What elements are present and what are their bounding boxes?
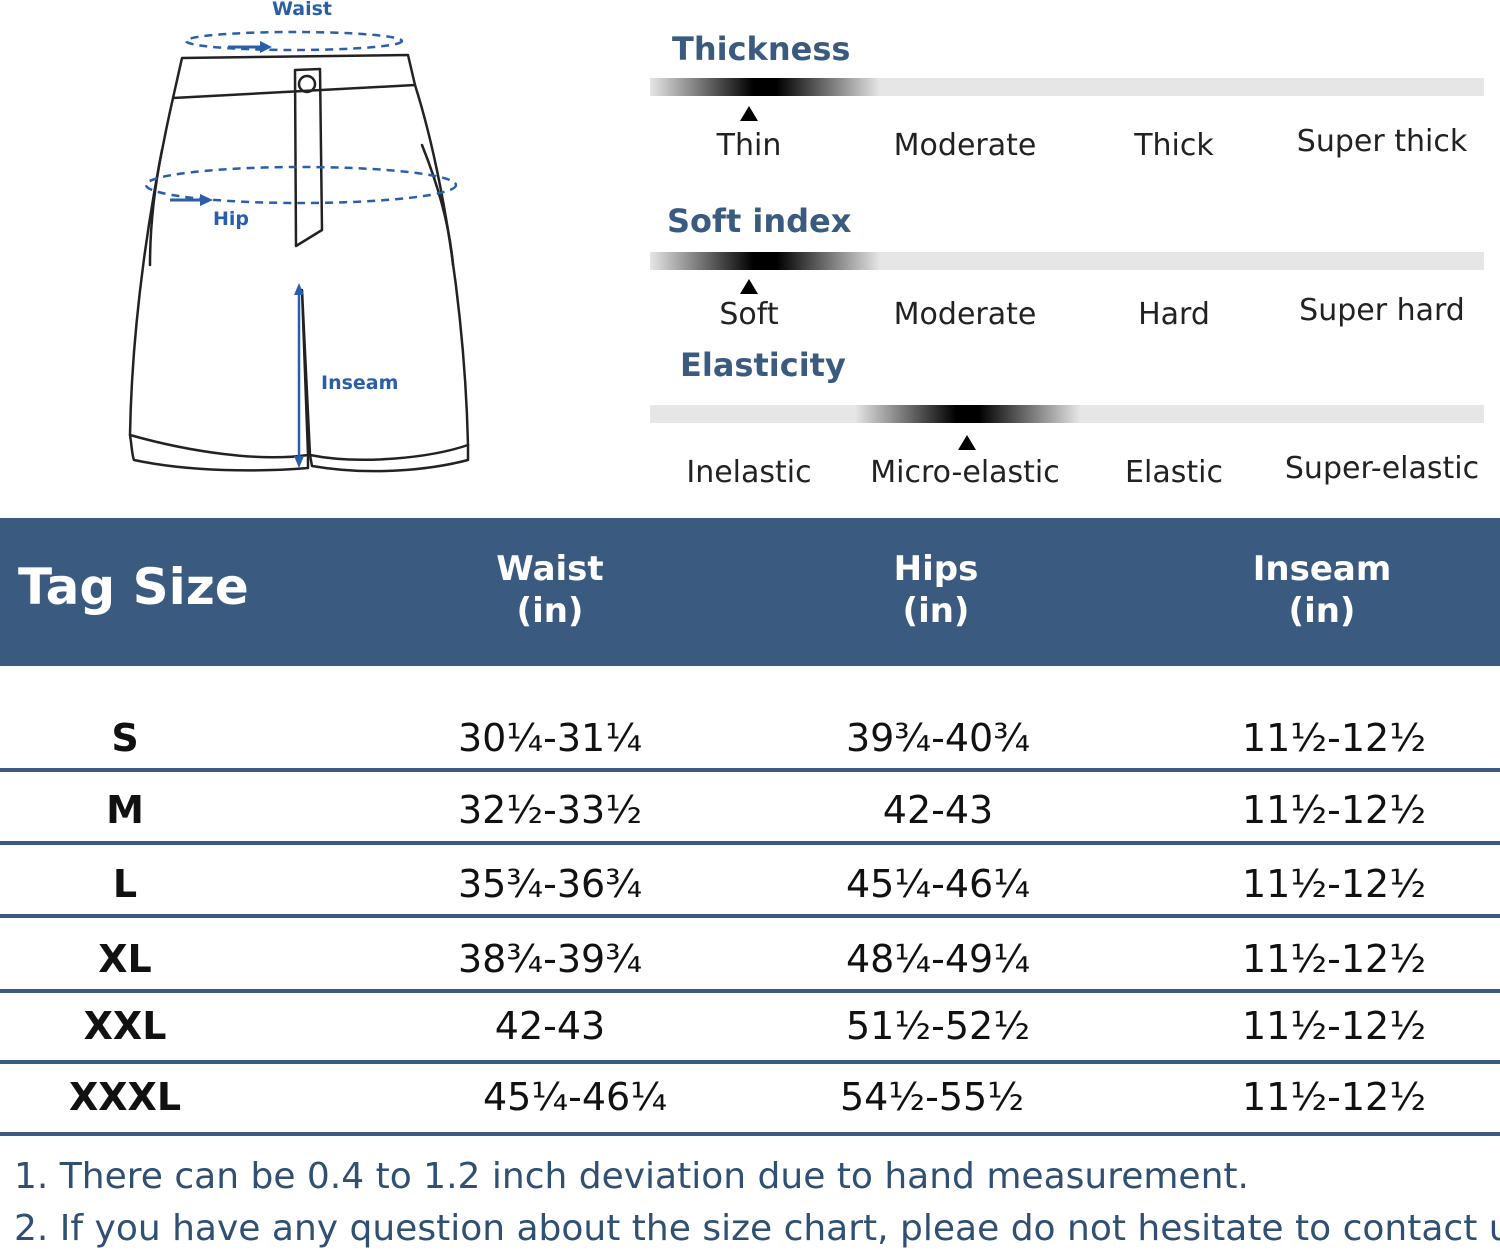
- header-hips: Hips (in): [806, 548, 1066, 632]
- row-inseam: 11½-12½: [1241, 1004, 1427, 1048]
- soft-index-selected-marker: [740, 279, 758, 294]
- row-inseam: 11½-12½: [1241, 937, 1427, 981]
- row-hips: 54½-55½: [839, 1075, 1025, 1119]
- row-divider: [0, 1060, 1500, 1064]
- row-size: M: [106, 788, 144, 832]
- row-hips: 39¾-40¾: [845, 716, 1031, 760]
- header-inseam-unit: (in): [1288, 591, 1356, 631]
- waist-measure-label: Waist: [272, 0, 333, 20]
- elasticity-level-inelastic: Inelastic: [686, 455, 812, 490]
- header-hips-label: Hips: [893, 549, 979, 589]
- row-waist: 38¾-39¾: [457, 937, 643, 981]
- row-divider: [0, 841, 1500, 845]
- soft-index-level-hard: Hard: [1138, 297, 1210, 332]
- row-divider: [0, 989, 1500, 993]
- row-hips: 48¼-49¼: [845, 937, 1031, 981]
- soft-index-level-soft: Soft: [719, 297, 779, 332]
- header-inseam: Inseam (in): [1192, 548, 1452, 632]
- row-inseam: 11½-12½: [1241, 716, 1427, 760]
- elasticity-level-super-elastic: Super-elastic: [1284, 451, 1480, 486]
- elasticity-selected-marker: [958, 435, 976, 450]
- header-hips-unit: (in): [902, 591, 970, 631]
- header-waist: Waist (in): [420, 548, 680, 632]
- elasticity-scale-bar: [650, 405, 1484, 423]
- row-size: L: [112, 862, 138, 906]
- row-divider: [0, 768, 1500, 772]
- elasticity-level-micro-elastic: Micro-elastic: [870, 455, 1060, 490]
- row-waist: 42-43: [494, 1004, 606, 1048]
- shorts-outline-illustration: [128, 30, 470, 473]
- thickness-level-thick: Thick: [1134, 128, 1214, 163]
- row-waist: 35¾-36¾: [457, 862, 643, 906]
- row-inseam: 11½-12½: [1241, 862, 1427, 906]
- thickness-selected-marker: [740, 106, 758, 121]
- row-waist: 30¼-31¼: [457, 716, 643, 760]
- soft-index-title: Soft index: [667, 202, 852, 240]
- header-tag-size: Tag Size: [18, 558, 249, 616]
- size-table-header: Tag Size Waist (in) Hips (in) Inseam (in…: [0, 518, 1500, 666]
- soft-index-scale-bar: [650, 252, 1484, 270]
- row-divider: [0, 1132, 1500, 1136]
- thickness-title: Thickness: [672, 30, 851, 68]
- inseam-measure-label: Inseam: [321, 372, 399, 394]
- shorts-measurement-diagram: Waist Hip Inseam: [110, 0, 490, 490]
- thickness-level-thin: Thin: [716, 128, 782, 163]
- row-size: XL: [98, 937, 152, 981]
- header-waist-label: Waist: [496, 549, 604, 589]
- elasticity-level-elastic: Elastic: [1125, 455, 1223, 490]
- row-hips: 42-43: [882, 788, 994, 832]
- header-waist-unit: (in): [516, 591, 584, 631]
- soft-index-level-super-hard: Super hard: [1299, 293, 1465, 328]
- row-size: S: [111, 716, 139, 760]
- note-measurement-deviation: 1. There can be 0.4 to 1.2 inch deviatio…: [14, 1156, 1249, 1197]
- row-waist: 32½-33½: [457, 788, 643, 832]
- soft-index-level-moderate: Moderate: [893, 297, 1037, 332]
- row-size: XXXL: [68, 1075, 182, 1119]
- row-size: XXL: [83, 1004, 167, 1048]
- thickness-level-moderate: Moderate: [893, 128, 1037, 163]
- elasticity-title: Elasticity: [680, 346, 846, 384]
- row-inseam: 11½-12½: [1241, 1075, 1427, 1119]
- row-divider: [0, 914, 1500, 918]
- hip-measure-label: Hip: [213, 208, 250, 230]
- row-hips: 45¼-46¼: [845, 862, 1031, 906]
- row-hips: 51½-52½: [845, 1004, 1031, 1048]
- row-waist: 45¼-46¼: [482, 1075, 668, 1119]
- header-inseam-label: Inseam: [1252, 549, 1392, 589]
- note-contact-us: 2. If you have any question about the si…: [14, 1208, 1500, 1249]
- thickness-level-super-thick: Super thick: [1296, 124, 1468, 159]
- row-inseam: 11½-12½: [1241, 788, 1427, 832]
- thickness-scale-bar: [650, 78, 1484, 96]
